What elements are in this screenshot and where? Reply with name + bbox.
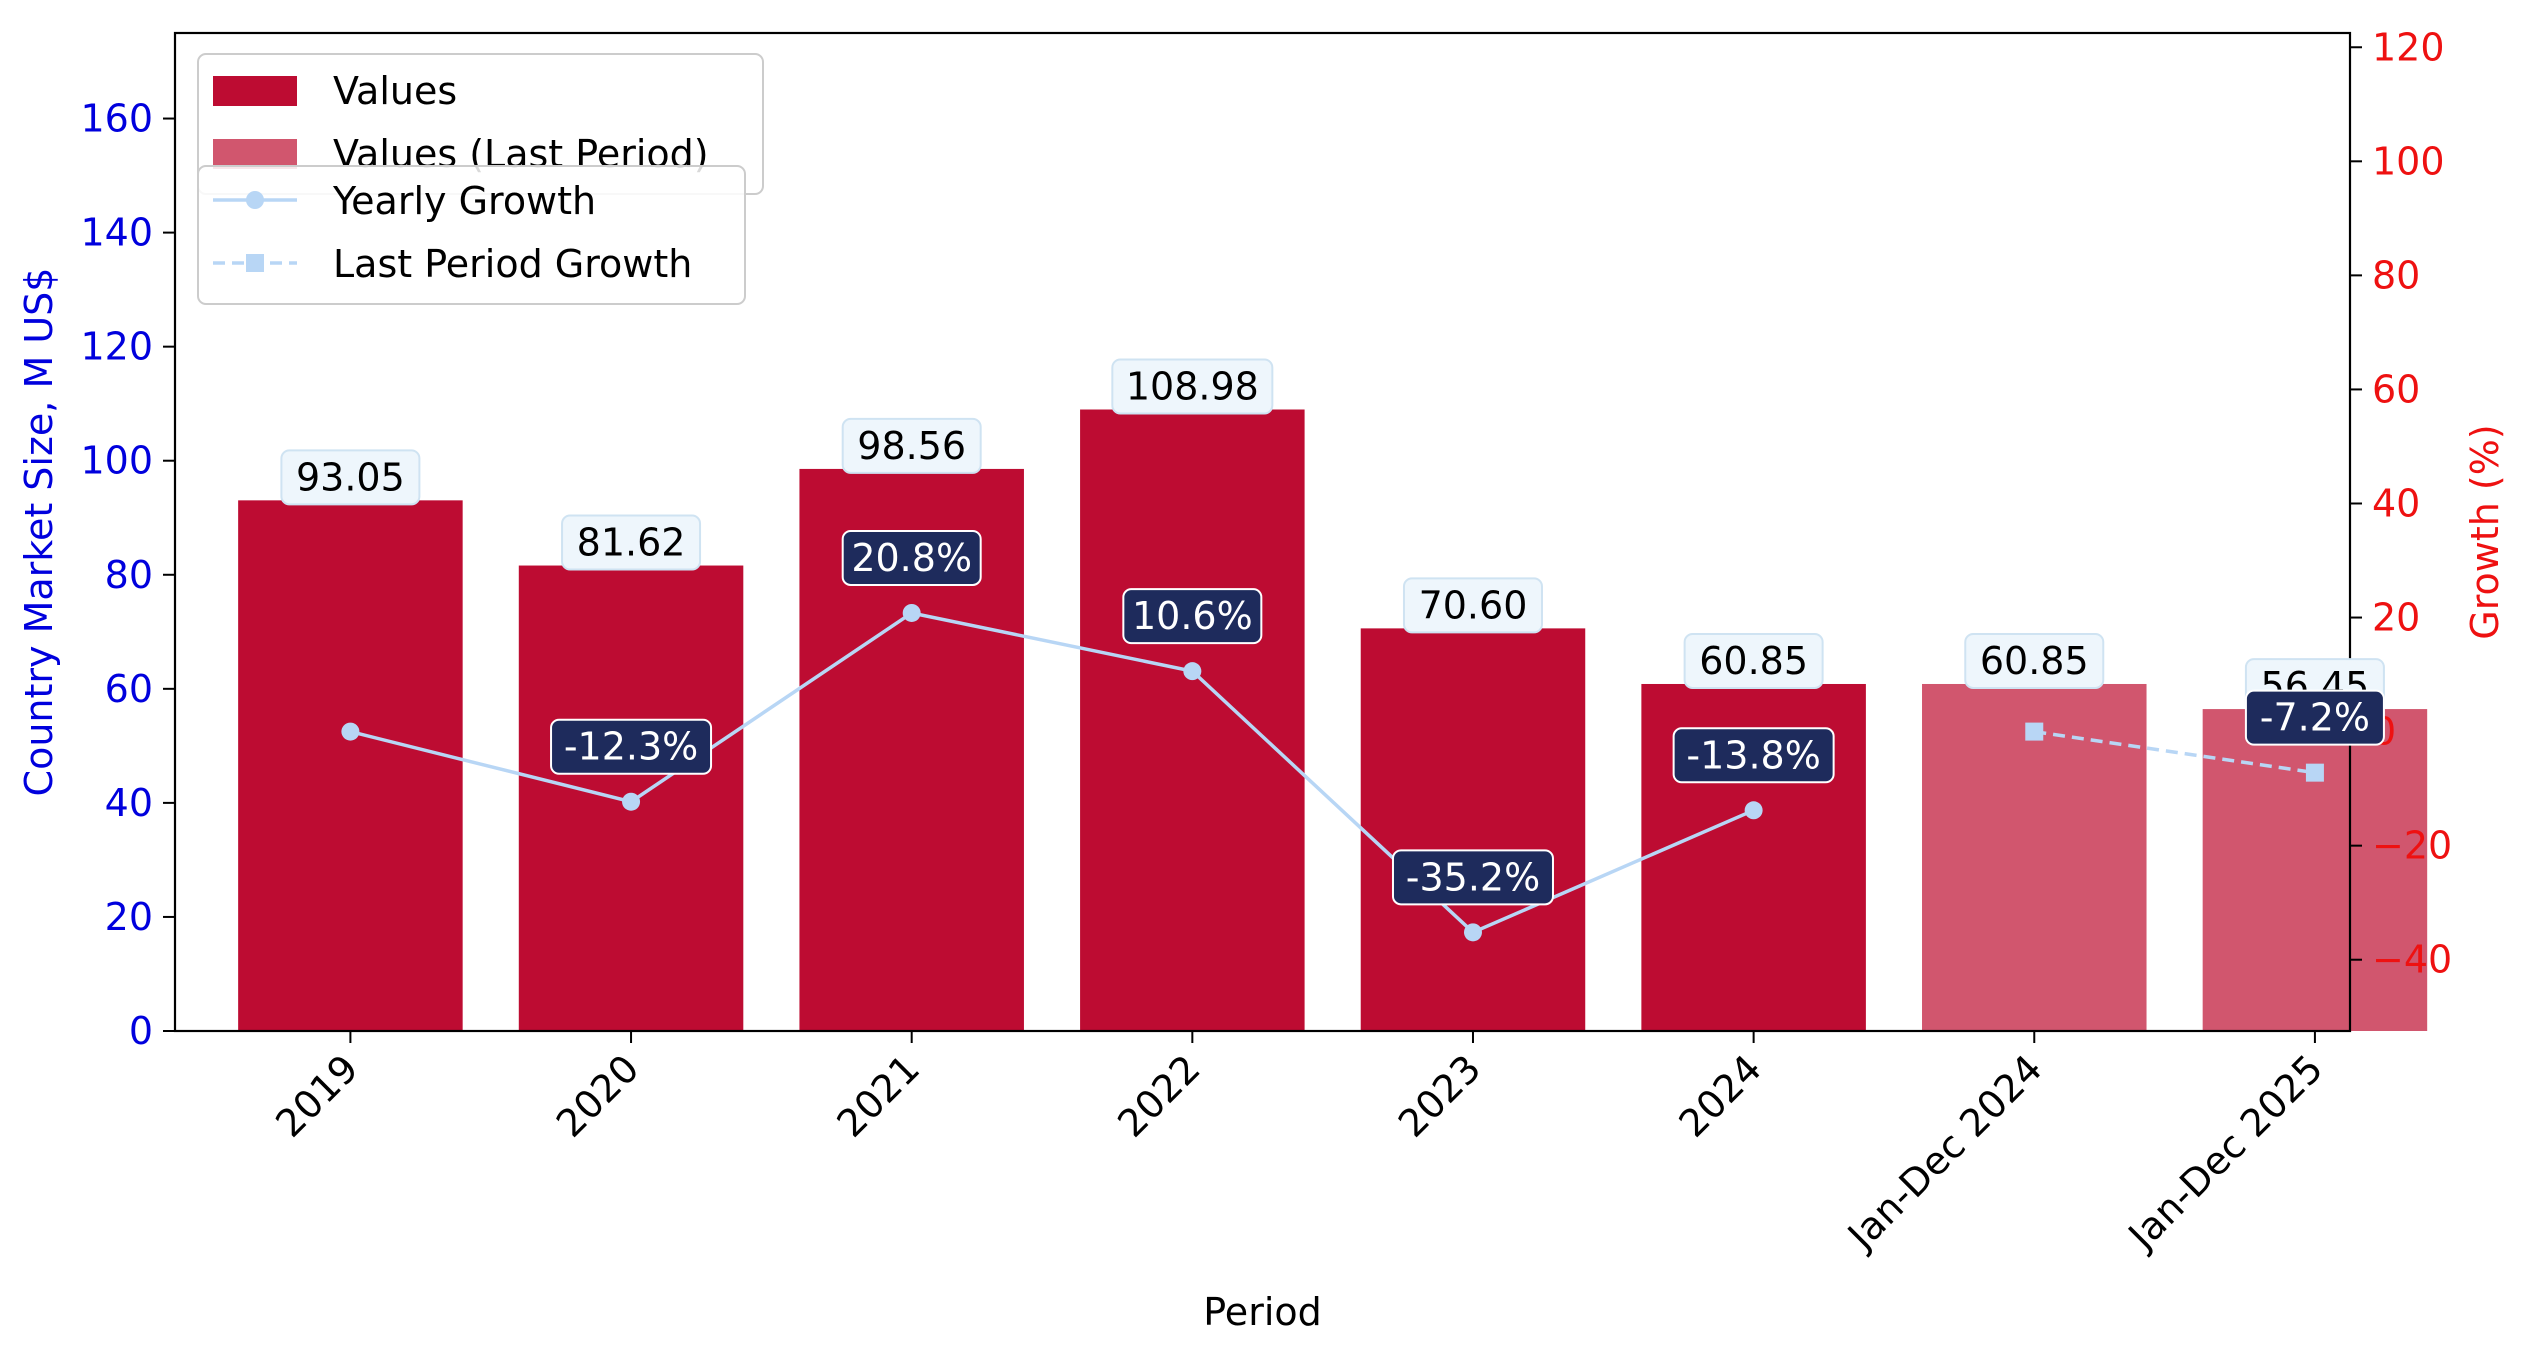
y-right-tick-label: −40	[2372, 938, 2452, 982]
x-tick-label: 2023	[1390, 1046, 1490, 1146]
y-left-tick-label: 120	[80, 325, 153, 369]
yearly-growth-point	[902, 603, 921, 622]
bar-last-period	[1922, 683, 2147, 1031]
bar-value-label-box	[841, 417, 982, 474]
x-tick-label: Jan-Dec 2024	[1838, 1046, 2051, 1259]
yearly-growth-label: 20.8%	[851, 536, 972, 580]
yearly-growth-label: -13.8%	[1686, 733, 1820, 777]
x-axis-title: Period	[1203, 1290, 1322, 1334]
yearly-growth-label: 10.6%	[1132, 594, 1253, 638]
y-left-tick-label: 40	[105, 781, 153, 825]
legend-swatch-values-last-period	[213, 139, 297, 169]
y-left-tick-label: 60	[105, 667, 153, 711]
y-left-tick-label: 20	[105, 895, 153, 939]
last-period-growth-point	[2305, 763, 2324, 782]
yearly-growth-label-box	[550, 718, 713, 775]
legend-swatch-values	[213, 76, 297, 106]
y-left-tick-label: 140	[80, 211, 153, 255]
yearly-growth-point	[1183, 662, 1202, 681]
last-period-growth-label-box	[2244, 689, 2385, 746]
x-tick-label: 2019	[267, 1046, 367, 1146]
bar-value-label: 93.05	[296, 455, 405, 499]
bar-value-label-box	[1683, 632, 1824, 689]
x-tick-label: 2022	[1109, 1046, 1209, 1146]
y-right-tick-label: 20	[2372, 596, 2420, 640]
bar-value-label: 108.98	[1126, 365, 1259, 409]
x-tick-label: Jan-Dec 2025	[2119, 1046, 2332, 1259]
bar-value-label-box	[561, 514, 702, 571]
bar	[1360, 628, 1586, 1031]
bar-value-label: 98.56	[857, 424, 966, 468]
last-period-growth-point	[2025, 722, 2044, 741]
yearly-growth-label: -35.2%	[1406, 855, 1540, 899]
y-right-tick-label: 100	[2372, 139, 2445, 183]
bar-value-label-box	[1964, 632, 2105, 689]
legend-label-yearly-growth: Yearly Growth	[332, 179, 596, 223]
bar-value-label: 60.85	[1980, 639, 2089, 683]
bar-value-label: 70.60	[1419, 583, 1528, 627]
yearly-growth-point	[1463, 923, 1482, 942]
bar-value-label-box	[1111, 358, 1274, 415]
y-left-tick-label: 100	[80, 439, 153, 483]
y-left-tick-label: 80	[105, 553, 153, 597]
y-right-tick-label: 60	[2372, 367, 2420, 411]
legend-lines	[197, 165, 746, 305]
legend-label-values: Values	[333, 69, 457, 113]
bar	[238, 500, 463, 1032]
x-tick-label: 2021	[829, 1046, 929, 1146]
legend-label-last-period-growth: Last Period Growth	[333, 242, 692, 286]
x-tick-label: 2024	[1670, 1046, 1770, 1146]
bar-value-label-box	[280, 449, 421, 506]
legend-marker-yearly-growth	[246, 191, 264, 209]
y-right-tick-label: −20	[2372, 824, 2452, 868]
last-period-growth-label: -7.2%	[2260, 696, 2370, 740]
yearly-growth-label-box	[1672, 727, 1835, 784]
yearly-growth-point	[1744, 801, 1763, 820]
yearly-growth-label: -12.3%	[564, 725, 698, 769]
y-left-tick-label: 0	[129, 1009, 153, 1053]
bar-last-period	[2202, 709, 2428, 1031]
y-right-tick-label: 40	[2372, 481, 2420, 525]
bar	[1080, 409, 1305, 1031]
y-right-tick-label: 80	[2372, 253, 2420, 297]
yearly-growth-label-box	[841, 529, 982, 586]
y-left-axis-title: Country Market Size, M US$	[17, 268, 61, 797]
bar-value-label: 60.85	[1699, 639, 1808, 683]
yearly-growth-line	[349, 611, 1755, 935]
legend-marker-last-period-growth	[246, 254, 264, 272]
yearly-growth-label-box	[1122, 588, 1263, 645]
last-period-growth-line	[2034, 729, 2316, 775]
y-right-tick-label: 120	[2372, 25, 2445, 69]
yearly-growth-point	[622, 792, 641, 811]
y-left-tick-label: 160	[80, 97, 153, 141]
bar-value-label: 81.62	[577, 521, 686, 565]
yearly-growth-point	[341, 722, 360, 741]
x-tick-label: 2020	[548, 1046, 648, 1146]
plot-frame	[173, 31, 2352, 1033]
y-right-axis-title: Growth (%)	[2463, 424, 2507, 639]
bar-value-label-box	[1402, 577, 1543, 634]
yearly-growth-label-box	[1391, 849, 1554, 906]
